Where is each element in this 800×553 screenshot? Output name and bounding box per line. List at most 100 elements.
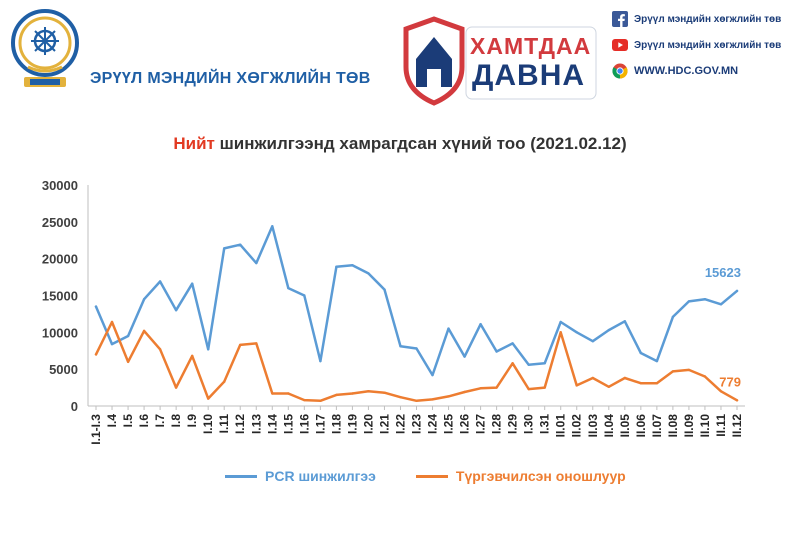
pcr-data-point: [463, 355, 466, 358]
facebook-icon: [612, 11, 628, 27]
x-tick-label: I.24: [426, 414, 440, 434]
legend-item-rapid: Түргэвчилсэн оношлуур: [415, 468, 626, 484]
campaign-logo: ХАМТДАА ДАВНА: [400, 15, 600, 107]
pcr-data-point: [607, 328, 610, 332]
emblem-logo-icon: [11, 9, 79, 87]
y-tick-label: 5000: [49, 362, 78, 377]
x-tick-label: I.13: [249, 414, 263, 434]
x-tick-label: I.29: [506, 414, 520, 434]
rapid-test-data-point: [94, 353, 98, 356]
rapid-test-data-point: [607, 385, 610, 388]
x-tick-label: II.09: [682, 414, 696, 438]
x-tick-label: I.8: [169, 414, 183, 428]
website-url: WWW.HDC.GOV.MN: [634, 65, 739, 77]
pcr-data-point: [735, 289, 739, 293]
rapid-test-data-point: [431, 398, 434, 401]
pcr-data-point: [591, 340, 594, 343]
x-tick-label: I.4: [105, 414, 119, 428]
rapid-test-data-point: [463, 390, 466, 394]
pcr-data-point: [367, 272, 370, 275]
x-tick-label: II.04: [602, 414, 616, 438]
x-tick-label: II.08: [666, 414, 680, 438]
rapid-test-data-point: [495, 386, 498, 389]
pcr-data-point: [303, 294, 306, 297]
website-link[interactable]: WWW.HDC.GOV.MN: [612, 60, 797, 82]
x-tick-label: I.6: [137, 414, 151, 428]
pcr-data-point: [415, 347, 418, 350]
header: ЭРҮҮЛ МЭНДИЙН ХӨГЖЛИЙН ТӨВ ХАМТДАА ДАВНА…: [0, 0, 800, 110]
pcr-data-point: [255, 261, 258, 265]
pcr-data-point: [174, 309, 178, 312]
pcr-data-point: [719, 303, 723, 306]
x-tick-label: I.5: [121, 414, 135, 428]
pcr-data-point: [94, 305, 98, 308]
chart-title-rest: шинжилгээнд хамрагдсан хүний тоо (2021.0…: [214, 134, 627, 153]
youtube-icon: [612, 39, 628, 51]
pcr-data-point: [559, 320, 562, 324]
pcr-data-point: [655, 359, 659, 363]
youtube-link[interactable]: Эрүүл мэндийн хөгжлийн төв: [612, 34, 797, 56]
x-tick-label: I.14: [265, 414, 279, 434]
rapid-test-data-point: [239, 343, 242, 347]
pcr-data-point: [527, 363, 530, 366]
x-tick-label: II.02: [570, 414, 584, 438]
pcr-data-point: [239, 243, 242, 246]
rapid-test-data-point: [126, 360, 130, 363]
pcr-data-point: [319, 359, 322, 363]
rapid-test-data-point: [191, 354, 194, 358]
y-tick-label: 10000: [42, 325, 78, 340]
pcr-data-point: [287, 286, 290, 290]
pcr-data-point: [671, 315, 675, 319]
rapid-test-data-point: [639, 382, 642, 385]
pcr-data-point: [207, 348, 210, 351]
x-tick-label: I.15: [281, 414, 295, 434]
rapid-test-data-point: [383, 391, 386, 394]
rapid-test-data-point: [623, 376, 626, 380]
rapid-test-data-point: [735, 399, 739, 402]
pcr-data-point: [351, 264, 354, 267]
pcr-data-point: [479, 323, 482, 326]
rapid-test-data-point: [671, 370, 675, 373]
rapid-test-data-point: [142, 329, 146, 333]
youtube-link-text: Эрүүл мэндийн хөгжлийн төв: [634, 39, 782, 51]
x-tick-label: I.7: [153, 414, 167, 428]
rapid-test-data-point: [319, 399, 322, 402]
rapid-test-data-point: [527, 387, 530, 391]
x-tick-label: I.31: [538, 414, 552, 434]
rapid-test-data-point: [479, 387, 482, 390]
rapid-test-data-point: [559, 331, 562, 334]
facebook-link[interactable]: Эрүүл мэндийн хөгжлийн төв: [612, 8, 797, 30]
x-tick-label: II.06: [634, 414, 648, 438]
x-tick-label: I.28: [490, 414, 504, 434]
rapid-test-data-point: [303, 398, 306, 402]
legend-swatch-pcr: [225, 474, 257, 478]
pcr-data-point: [575, 331, 578, 334]
x-tick-label: I.19: [345, 414, 359, 434]
rapid-test-data-point: [591, 376, 594, 380]
pcr-data-point: [495, 350, 498, 353]
rapid-test-data-point: [287, 392, 290, 395]
y-tick-label: 30000: [42, 178, 78, 193]
x-tick-label: I.22: [393, 414, 407, 434]
legend-swatch-rapid: [415, 474, 448, 478]
pcr-data-point: [383, 288, 386, 291]
rapid-test-data-point: [543, 386, 546, 389]
shield-house-icon: [403, 16, 597, 106]
x-tick-label: II.01: [554, 414, 568, 438]
x-tick-label: I.21: [377, 414, 391, 434]
rapid-test-data-point: [335, 393, 338, 397]
x-tick-label: I.27: [474, 414, 488, 434]
facebook-link-text: Эрүүл мэндийн хөгжлийн төв: [634, 13, 782, 25]
legend-label-rapid: Түргэвчилсэн оношлуур: [455, 468, 626, 484]
rapid-test-data-point: [575, 384, 578, 387]
organization-name: ЭРҮҮЛ МЭНДИЙН ХӨГЖЛИЙН ТӨВ: [90, 70, 371, 87]
x-tick-label: II.05: [618, 414, 632, 438]
x-tick-label: II.03: [586, 414, 600, 438]
x-tick-label: II.10: [698, 414, 712, 438]
rapid-test-data-point: [655, 382, 659, 385]
x-tick-label: I.23: [410, 414, 424, 434]
rapid-test-data-point: [399, 396, 402, 399]
x-tick-label: I.26: [458, 414, 472, 434]
chart-legend: PCR шинжилгээ Түргэвчилсэн оношлуур: [225, 468, 666, 484]
